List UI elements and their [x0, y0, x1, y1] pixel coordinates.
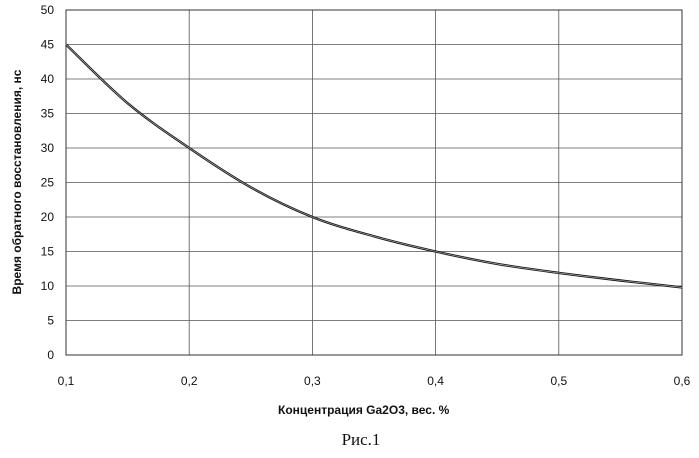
y-tick-labels: 0 5 10 15 20 25 30 35 40 45 50 — [41, 3, 55, 362]
y-tick-label: 40 — [41, 72, 55, 86]
series-line-highlight — [66, 45, 682, 288]
x-tick-label: 0,1 — [58, 374, 75, 388]
y-tick-label: 50 — [41, 3, 55, 17]
x-tick-labels: 0,1 0,2 0,3 0,4 0,5 0,6 — [58, 374, 691, 388]
y-tick-label: 20 — [41, 210, 55, 224]
grid — [66, 10, 682, 355]
y-tick-label: 45 — [41, 38, 55, 52]
x-tick-label: 0,6 — [674, 374, 691, 388]
x-tick-label: 0,3 — [304, 374, 321, 388]
y-tick-label: 30 — [41, 141, 55, 155]
y-tick-label: 0 — [47, 348, 54, 362]
series — [66, 44, 682, 287]
y-axis-title: Время обратного восстановления, нс — [10, 69, 24, 294]
x-tick-label: 0,2 — [181, 374, 198, 388]
y-tick-label: 25 — [41, 176, 55, 190]
y-tick-label: 35 — [41, 107, 55, 121]
series-line — [66, 45, 682, 288]
x-tick-label: 0,4 — [427, 374, 444, 388]
y-tick-label: 15 — [41, 245, 55, 259]
x-axis-title: Концентрация Ga2O3, вес. % — [278, 403, 450, 417]
figure-caption: Рис.1 — [342, 430, 381, 449]
y-tick-label: 10 — [41, 279, 55, 293]
x-tick-label: 0,5 — [550, 374, 567, 388]
y-tick-label: 5 — [47, 314, 54, 328]
